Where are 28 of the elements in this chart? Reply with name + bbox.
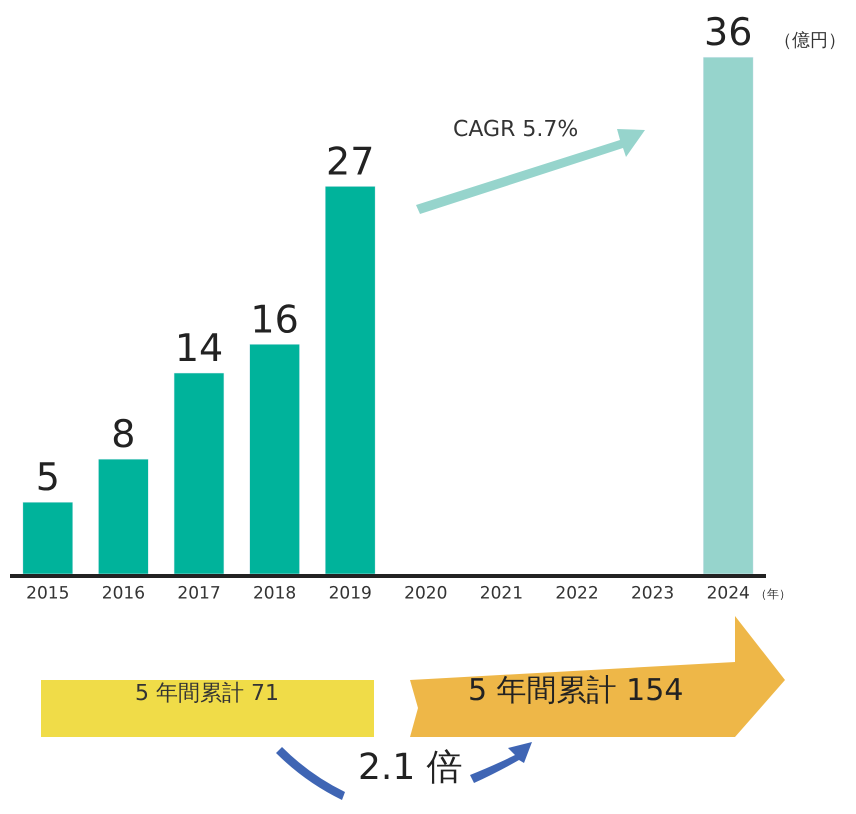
x-tick-label: 2015 xyxy=(26,583,70,604)
data-label: 16 xyxy=(250,297,299,342)
x-tick-label: 2018 xyxy=(252,583,296,604)
text: 5 年間累計 154 xyxy=(468,673,684,708)
x-tick-label: 2019 xyxy=(328,583,372,604)
bar xyxy=(174,372,224,574)
bar xyxy=(22,502,73,574)
x-tick-label: 2020 xyxy=(404,583,448,604)
bar xyxy=(325,186,376,574)
text: 2.1 倍 xyxy=(358,747,463,788)
x-tick-label: 2016 xyxy=(102,583,146,604)
data-label: 27 xyxy=(326,139,374,184)
data-label: 14 xyxy=(174,326,224,370)
data-label: 5 xyxy=(36,455,60,500)
text: （年） xyxy=(755,587,791,601)
text: （億円） xyxy=(774,30,846,51)
x-tick-label: 2024 xyxy=(706,583,750,604)
annotation: CAGR 5.7% xyxy=(453,117,578,142)
bar xyxy=(98,458,149,574)
data-label: 8 xyxy=(111,412,136,456)
x-tick-label: 2022 xyxy=(555,583,599,604)
x-tick-label: 2023 xyxy=(630,583,674,604)
bar xyxy=(703,56,754,574)
x-tick-label: 2017 xyxy=(177,583,221,604)
bar xyxy=(249,344,300,574)
data-label: 36 xyxy=(704,10,752,54)
x-tick-label: 2021 xyxy=(480,583,524,604)
text: 5 年間累計 71 xyxy=(135,681,279,706)
